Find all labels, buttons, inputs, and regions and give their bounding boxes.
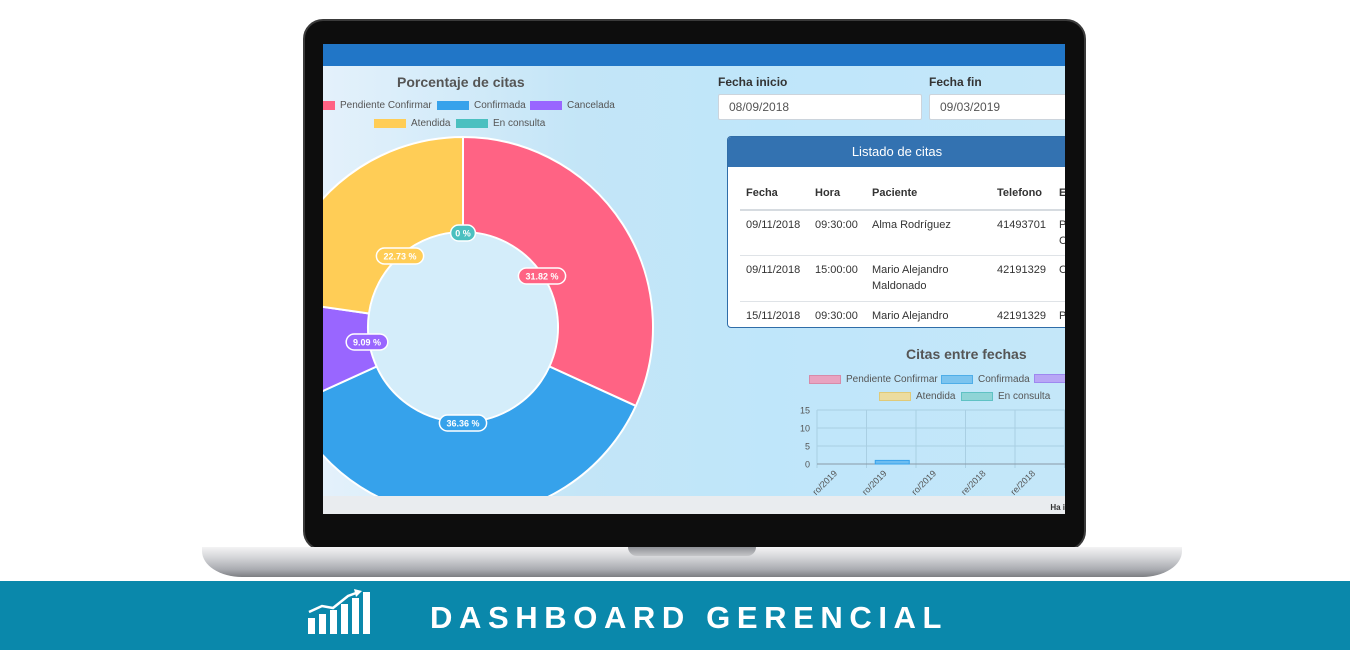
- legend-swatch: [879, 392, 911, 401]
- legend-swatch: [374, 119, 406, 128]
- x-tick-label: re/2018: [1009, 468, 1038, 497]
- x-tick-label: re/2018: [959, 468, 988, 497]
- y-tick-label: 10: [800, 424, 810, 434]
- cell-hora: 09:30:00: [815, 310, 858, 322]
- cell-fecha: 15/11/2018: [746, 310, 801, 322]
- donut-legend-item[interactable]: Confirmada: [437, 100, 526, 111]
- app-top-bar: [323, 44, 1065, 66]
- donut-value-label: 36.36 %: [438, 414, 488, 432]
- cell-hora: 15:00:00: [815, 264, 858, 276]
- legend-swatch: [809, 375, 841, 384]
- cell-telefono: 41493701: [997, 219, 1046, 231]
- donut-chart-title: Porcentaje de citas: [397, 74, 525, 90]
- legend-label: En consulta: [998, 391, 1051, 402]
- donut-chart: 31.82 % 36.36 % 9.09 % 22.73 % 0 %: [323, 135, 654, 514]
- banner-title: DASHBOARD GERENCIAL: [430, 600, 949, 635]
- appointments-panel: Listado de citas Fecha Hora Paciente Tel…: [727, 136, 1065, 328]
- svg-text:31.82 %: 31.82 %: [525, 272, 558, 282]
- appointments-panel-title: Listado de citas: [728, 137, 1065, 167]
- donut-value-label: 0 %: [449, 224, 477, 242]
- cell-paciente: Mario Alejandro: [872, 264, 949, 276]
- laptop-notch: [628, 547, 756, 556]
- cell-paciente: Alma Rodríguez: [872, 219, 951, 231]
- x-tick-label: ro/2019: [860, 468, 889, 497]
- donut-value-label: 22.73 %: [375, 247, 425, 265]
- row-divider: [740, 255, 1065, 256]
- donut-legend-item[interactable]: Cancelada: [530, 100, 615, 111]
- cell-telefono: 42191329: [997, 264, 1046, 276]
- donut-value-label: 31.82 %: [517, 267, 567, 285]
- header-divider: [740, 209, 1065, 211]
- x-tick-label: ro/2019: [910, 468, 939, 497]
- donut-legend-item[interactable]: Atendida: [374, 118, 450, 129]
- y-tick-label: 0: [805, 460, 810, 470]
- bottom-banner: [0, 581, 1350, 650]
- bar-legend-item[interactable]: Atendida: [879, 391, 955, 402]
- cell-estado: C: [1059, 233, 1065, 249]
- footer-text: Ha i: [1050, 503, 1065, 512]
- bar-chart-title: Citas entre fechas: [906, 346, 1027, 362]
- cell-telefono: 42191329: [997, 310, 1046, 322]
- donut-hole: [369, 233, 557, 421]
- legend-label: Pendiente Confirmar: [846, 374, 938, 385]
- legend-label: Atendida: [411, 118, 451, 129]
- donut-slice[interactable]: [323, 365, 638, 514]
- legend-swatch: [437, 101, 469, 110]
- start-date-label: Fecha inicio: [718, 75, 788, 89]
- row-divider: [740, 301, 1065, 302]
- legend-swatch: [456, 119, 488, 128]
- cell-hora: 09:30:00: [815, 219, 858, 231]
- cell-paciente: Maldonado: [872, 280, 927, 292]
- legend-label: En consulta: [493, 118, 546, 129]
- legend-swatch: [1034, 374, 1065, 383]
- bar-legend-item[interactable]: [1034, 374, 1065, 383]
- legend-label: Confirmada: [978, 374, 1030, 385]
- column-header-paciente[interactable]: Paciente: [872, 187, 918, 199]
- app-footer: [323, 496, 1065, 514]
- svg-text:22.73 %: 22.73 %: [383, 252, 416, 262]
- bar-legend-item[interactable]: Confirmada: [941, 374, 1030, 385]
- donut-value-label: 9.09 %: [345, 333, 389, 351]
- donut-legend-item[interactable]: Pendiente Confirmar: [323, 100, 432, 111]
- start-date-input[interactable]: [718, 94, 922, 120]
- legend-swatch: [530, 101, 562, 110]
- legend-swatch: [941, 375, 973, 384]
- donut-legend-item[interactable]: En consulta: [456, 118, 545, 129]
- legend-label: Confirmada: [474, 100, 526, 111]
- cell-fecha: 09/11/2018: [746, 264, 801, 276]
- column-header-estado[interactable]: E: [1059, 187, 1065, 199]
- y-tick-label: 15: [800, 406, 810, 416]
- bar-chart: 0 5 10 15 ro/2019 ro/2019 ro/2019 re/2018 re/201…: [800, 406, 1065, 497]
- column-header-telefono[interactable]: Telefono: [997, 187, 1043, 199]
- column-header-hora[interactable]: Hora: [815, 187, 841, 199]
- legend-swatch: [961, 392, 993, 401]
- legend-label: Cancelada: [567, 100, 615, 111]
- end-date-label: Fecha fin: [929, 75, 982, 89]
- cell-estado: P: [1059, 217, 1065, 233]
- svg-text:36.36 %: 36.36 %: [446, 419, 479, 429]
- legend-label: Pendiente Confirmar: [340, 100, 432, 111]
- bar-chart-growth-icon: [308, 589, 370, 634]
- cell-paciente: Mario Alejandro: [872, 310, 949, 322]
- legend-swatch: [323, 101, 335, 110]
- svg-text:9.09 %: 9.09 %: [353, 338, 381, 348]
- donut-slice[interactable]: [323, 135, 464, 315]
- column-header-fecha[interactable]: Fecha: [746, 187, 778, 199]
- bar-legend-item[interactable]: Pendiente Confirmar: [809, 374, 938, 385]
- end-date-input[interactable]: [929, 94, 1065, 120]
- cell-fecha: 09/11/2018: [746, 219, 801, 231]
- cell-estado: C: [1059, 262, 1065, 278]
- bar[interactable]: [874, 459, 910, 465]
- legend-label: Atendida: [916, 391, 956, 402]
- bar-legend-item[interactable]: En consulta: [961, 391, 1050, 402]
- svg-text:0 %: 0 %: [455, 229, 471, 239]
- laptop-screen: Porcentaje de citas Pendiente Confirmar …: [323, 44, 1065, 514]
- x-tick-label: ro/2019: [811, 468, 840, 497]
- cell-estado: P: [1059, 308, 1065, 324]
- y-tick-label: 5: [805, 442, 810, 452]
